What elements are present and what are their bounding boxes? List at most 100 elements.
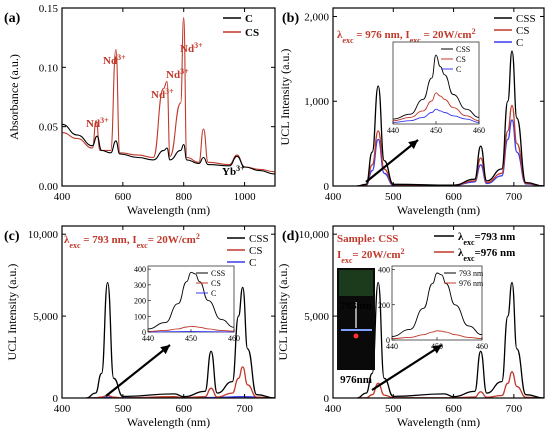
series-line-exc976nm [357, 371, 544, 398]
zoom-arrow-d [371, 344, 443, 391]
inset-legend-label: 793 nm [459, 269, 484, 278]
legend-label: CSS [516, 13, 536, 25]
peak-annotation: Yb3+ [222, 164, 245, 179]
x-tick-label: 400 [54, 403, 71, 415]
series-group [357, 50, 544, 186]
legend-label: CSS [249, 233, 269, 245]
x-tick-label: 700 [506, 191, 523, 203]
x-tick-label: 500 [385, 191, 402, 203]
text-span: 2 [401, 247, 405, 256]
x-tick-label: 700 [236, 403, 253, 415]
peak-annotation: Nd3+ [166, 67, 189, 82]
x-tick-label: 1000 [234, 191, 257, 203]
text-span: 3+ [165, 87, 174, 96]
inset-x-tick-label: 460 [473, 126, 485, 135]
inset-legend-label: C [211, 289, 216, 298]
peak-annotation: Nd3+ [86, 116, 109, 131]
y-axis-label: Absorbance (a.u.) [7, 54, 21, 140]
excitation-annotation: λexc = 976 nm, Iexc = 20W/cm2 [337, 27, 476, 45]
x-tick-label: 600 [115, 191, 132, 203]
inset-y-tick-label: 0 [386, 336, 390, 345]
panel-label: (d) [282, 229, 299, 244]
text-span: 3+ [180, 67, 189, 76]
text-span: exc [341, 256, 353, 265]
text-span: Nd [151, 89, 165, 101]
x-tick-label: 400 [54, 191, 71, 203]
y-tick-label: 5,000 [33, 311, 58, 323]
x-tick-label: 500 [385, 403, 402, 415]
legend-label: λexc=793 nm [458, 231, 515, 247]
y-tick-label: 0.05 [39, 122, 59, 134]
inset-x-tick-label: 440 [142, 334, 154, 343]
inset-x-tick-label: 460 [228, 334, 240, 343]
inset-series-line [391, 330, 483, 340]
y-axis-label: UCL Intensity (a.u.) [278, 49, 292, 146]
text-span: = 793 nm, I [81, 234, 137, 246]
text-span: 3+ [100, 116, 109, 125]
text-span: λ [458, 231, 464, 243]
text-span: Nd [103, 55, 117, 67]
x-tick-label: 700 [506, 403, 523, 415]
inset-series-line [147, 271, 235, 330]
y-tick-label: 0 [324, 181, 330, 193]
y-tick-label: 1,000 [304, 96, 329, 108]
inset-series-line [391, 272, 483, 337]
text-span: exc [137, 241, 149, 250]
x-tick-label: 400 [325, 191, 342, 203]
text-span: = 20W/cm [148, 234, 196, 246]
inset-y-tick-label: 400 [134, 265, 146, 274]
inset-legend-label: CS [211, 279, 221, 288]
inset-series-line [392, 92, 480, 122]
text-span: exc [463, 254, 475, 263]
peak-annotation: Nd3+ [151, 87, 174, 102]
panel-label: (a) [4, 11, 21, 26]
x-tick-label: 600 [445, 191, 462, 203]
y-axis-label: UCL Intensity (a.u.) [276, 264, 290, 361]
zoom-arrow-c [105, 344, 171, 397]
inset-y-tick-label: 400 [378, 266, 390, 275]
text-span: Nd [180, 43, 194, 55]
panel-label: (b) [282, 11, 299, 26]
zoom-arrow-b [365, 139, 419, 183]
text-span: Nd [166, 69, 180, 81]
panel-c: 400 500 600 700 0 5,000 10,000 Wavelength (nm) U… [4, 225, 276, 429]
inset-x-tick-label: 440 [386, 342, 398, 351]
zoom-arrow-c-head [160, 345, 170, 355]
inset-legend-label: CSS [211, 269, 225, 278]
series-line-C [357, 119, 544, 186]
text-span: 2 [472, 27, 476, 36]
series-line-C [62, 123, 275, 175]
zoom-arrow-d-head [431, 345, 442, 354]
peak-annotation: Nd3+ [103, 53, 126, 68]
series-line-CS [62, 16, 275, 173]
text-span: = 976 nm, I [354, 29, 410, 41]
text-span: I [337, 249, 341, 261]
legend-label: λexc=976 nm [458, 247, 515, 263]
x-tick-label: 600 [445, 403, 462, 415]
series-line-exc793nm [357, 281, 544, 398]
text-span: λ [64, 234, 70, 246]
y-tick-label: 0.10 [39, 62, 59, 74]
inset-y-tick-label: 300 [134, 281, 146, 290]
series-line-CSS [86, 281, 275, 398]
panel-a: 400 600 800 1000 0.00 0.05 0.10 0.15 Wavelength … [4, 3, 276, 217]
legend-label: C [249, 257, 256, 269]
series-group [62, 16, 275, 175]
photo-glow [339, 270, 373, 296]
text-span: = 20W/cm [352, 249, 400, 261]
text-span: exc [342, 36, 354, 45]
laser-spot [353, 333, 359, 339]
x-tick-label: 800 [175, 191, 192, 203]
sample-photo: 793nm [337, 268, 375, 370]
text-span: exc [69, 241, 81, 250]
text-span: 3+ [194, 41, 203, 50]
y-tick-label: 5,000 [304, 311, 329, 323]
inset-legend-label: CSS [456, 45, 470, 54]
text-span: λ [458, 247, 464, 259]
inset-y-tick-label: 0 [142, 328, 146, 337]
plot-frame [332, 225, 545, 399]
inset-series-line [392, 108, 480, 123]
legend-label: CS [245, 27, 259, 39]
